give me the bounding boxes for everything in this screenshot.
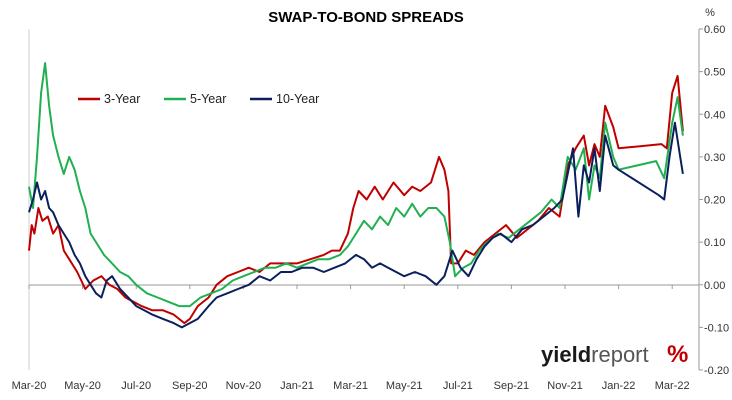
y-tick-label: 0.10 [704, 237, 725, 249]
y-tick-label: 0.40 [704, 109, 725, 121]
x-tick-label: Nov-20 [226, 380, 261, 392]
x-tick-label: May-20 [64, 380, 101, 392]
x-tick-label: Sep-20 [172, 380, 207, 392]
x-tick-label: Mar-21 [333, 380, 368, 392]
logo-percent-sign: % [667, 341, 688, 368]
y-tick-label: 0.30 [704, 152, 725, 164]
y-tick-label: 0.60 [704, 24, 725, 36]
x-tick-label: Sep-21 [494, 380, 529, 392]
series-line-5-year [28, 62, 684, 308]
logo-text-yield: yield [541, 342, 591, 367]
y-tick-label: 0.50 [704, 67, 725, 79]
y-tick-label: 0.00 [704, 280, 725, 292]
x-tick-label: Mar-20 [12, 380, 47, 392]
x-tick-label: Jul-20 [121, 380, 151, 392]
legend: 3-Year 5-Year 10-Year [78, 92, 319, 106]
x-tick-label: Jan-22 [602, 380, 636, 392]
x-tick-label: May-21 [386, 380, 423, 392]
series-line-10-year [28, 121, 684, 329]
x-axis-ticks: Mar-20 May-20 Jul-20 Sep-20 Nov-20 Jan-21 Mar-… [12, 285, 690, 392]
x-tick-label: Jul-21 [443, 380, 473, 392]
series-line-3-year [28, 74, 684, 325]
y-axis-ticks: 0.60 0.50 0.40 0.30 0.20 0.10 0.00 -0.10 -0.20 [699, 24, 729, 377]
x-tick-label: Nov-21 [547, 380, 582, 392]
y-tick-label: -0.20 [704, 365, 729, 377]
chart-title: SWAP-TO-BOND SPREADS [268, 9, 464, 26]
x-tick-label: Jan-21 [280, 380, 314, 392]
series-layer [28, 62, 684, 329]
y-tick-label: -0.10 [704, 322, 729, 334]
legend-label-3-year: 3-Year [104, 92, 140, 106]
y-axis-unit-label: % [705, 7, 715, 19]
y-tick-label: 0.20 [704, 195, 725, 207]
legend-label-5-year: 5-Year [190, 92, 226, 106]
svg-text:yieldreport: yieldreport [541, 342, 649, 367]
x-tick-label: Mar-22 [655, 380, 690, 392]
legend-label-10-year: 10-Year [276, 92, 319, 106]
yieldreport-logo: yieldreport % [541, 341, 688, 368]
logo-text-report: report [591, 342, 648, 367]
